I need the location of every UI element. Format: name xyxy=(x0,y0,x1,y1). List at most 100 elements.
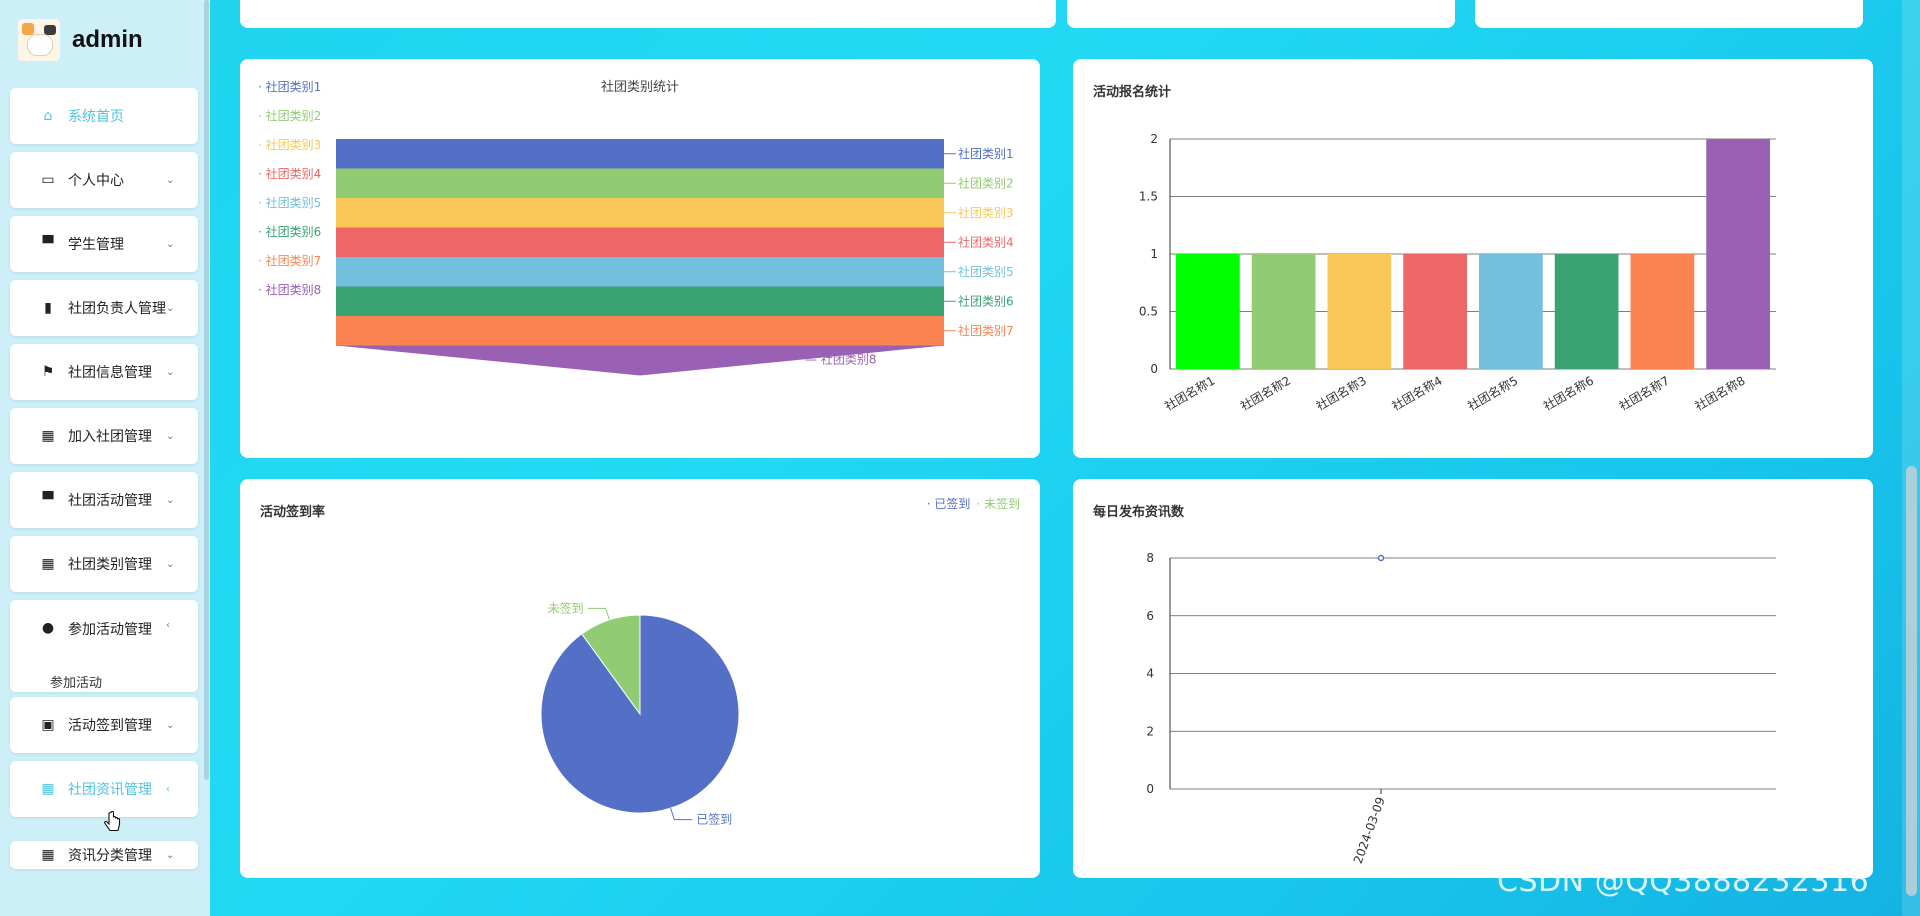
sidebar-item-3[interactable]: ▀ 学生管理 ⌄ xyxy=(10,216,198,272)
sidebar-item-8[interactable]: ▦ 社团类别管理 ⌄ xyxy=(10,536,198,592)
user-icon: ● xyxy=(41,620,55,636)
brand: admin xyxy=(18,18,143,62)
bar[interactable] xyxy=(1176,254,1240,369)
sidebar-item-label: 社团类别管理 xyxy=(68,557,152,573)
y-tick-label: 0.5 xyxy=(1139,305,1158,319)
legend-item[interactable]: · 已签到 xyxy=(926,497,971,511)
y-tick-label: 2 xyxy=(1150,132,1158,146)
avatar[interactable] xyxy=(18,19,60,61)
sidebar-item-label: 活动签到管理 xyxy=(68,718,152,734)
sidebar-item-4[interactable]: ▮ 社团负责人管理 ⌄ xyxy=(10,280,198,336)
funnel-label: 社团类别3 xyxy=(958,205,1014,220)
funnel-label: — 社团类别8 xyxy=(805,352,876,367)
sidebar-item-9[interactable]: ● 参加活动管理 ‹ xyxy=(10,600,198,692)
funnel-band[interactable] xyxy=(336,257,944,287)
y-tick-label: 4 xyxy=(1146,667,1154,681)
legend-item[interactable]: · 社团类别5 xyxy=(258,196,322,210)
funnel-band[interactable] xyxy=(336,227,944,258)
chart-title: 社团类别统计 xyxy=(601,79,679,95)
x-tick-label: 社团名称8 xyxy=(1692,373,1748,414)
grid-icon: ▦ xyxy=(41,556,55,572)
bar[interactable] xyxy=(1327,254,1392,369)
bar[interactable] xyxy=(1403,254,1467,369)
sidebar-item-6[interactable]: ▦ 加入社团管理 ⌄ xyxy=(10,408,198,464)
pie-legend: · 已签到 · 未签到 xyxy=(921,495,1020,512)
pie-chart: 已签到 未签到 xyxy=(540,600,740,827)
sidebar-item-1[interactable]: ⌂ 系统首页 xyxy=(10,88,198,144)
flag-icon: ⚑ xyxy=(41,364,55,380)
sidebar-item-10[interactable]: ▣ 活动签到管理 ⌄ xyxy=(10,697,198,753)
monitor-icon: ▀ xyxy=(42,236,54,252)
pie-label-line xyxy=(587,607,610,620)
page-scrollbar[interactable] xyxy=(1902,0,1920,916)
y-tick-label: 0 xyxy=(1150,362,1158,376)
chevron-left-icon: ‹ xyxy=(166,620,170,631)
x-tick-label: 社团名称7 xyxy=(1616,373,1672,414)
top-panel-1 xyxy=(240,0,1056,28)
bar[interactable] xyxy=(1479,254,1543,369)
hand-cursor-icon xyxy=(104,811,121,832)
sidebar-item-7[interactable]: ▀ 社团活动管理 ⌄ xyxy=(10,472,198,528)
chevron-down-icon: ⌄ xyxy=(166,720,175,731)
funnel-band[interactable] xyxy=(336,198,944,228)
line-chart: 0 2 4 6 8 2024-03-09 xyxy=(1146,551,1776,866)
legend-item[interactable]: · 社团类别1 xyxy=(258,80,322,94)
y-tick-label: 6 xyxy=(1146,609,1154,623)
funnel-band[interactable] xyxy=(336,139,944,169)
funnel-label: 社团类别4 xyxy=(958,234,1014,249)
sidebar-item-label: 社团活动管理 xyxy=(68,493,152,509)
watermark: CSDN @QQ3888232316 xyxy=(1497,864,1870,899)
legend-item[interactable]: · 社团类别4 xyxy=(258,167,322,181)
y-tick-label: 0 xyxy=(1146,782,1154,796)
chevron-down-icon: ⌄ xyxy=(166,559,175,570)
bar-panel: 活动报名统计 0 0.5 1 1.5 2 社团名称1 社团名称2 社团名称3 社团名称4 社团名称… xyxy=(1073,59,1873,458)
funnel-label: 社团类别6 xyxy=(958,293,1014,308)
y-tick-label: 1 xyxy=(1150,247,1158,261)
funnel-label: 社团类别7 xyxy=(958,323,1014,338)
sidebar-item-12[interactable]: ▦ 资讯分类管理 ⌄ xyxy=(10,841,198,869)
x-tick-label: 社团名称6 xyxy=(1540,373,1596,414)
submenu-item-join-activity[interactable]: 参加活动 xyxy=(50,676,103,691)
chevron-down-icon: ⌄ xyxy=(166,431,175,442)
bar[interactable] xyxy=(1706,139,1770,369)
x-tick-label: 2024-03-09 xyxy=(1351,795,1388,865)
chevron-down-icon: ⌄ xyxy=(166,175,175,186)
sidebar-item-label: 资讯分类管理 xyxy=(68,848,152,864)
legend-item[interactable]: · 未签到 xyxy=(976,497,1020,511)
funnel-band[interactable] xyxy=(336,316,944,346)
sidebar-item-label: 加入社团管理 xyxy=(68,429,152,445)
funnel-chart: 社团类别统计 社团类别1 社团类别2 社团类别3 社团类别4 社团类别5 社团类别6 社团类… xyxy=(336,79,1014,376)
sidebar-item-5[interactable]: ⚑ 社团信息管理 ⌄ xyxy=(10,344,198,400)
legend-item[interactable]: · 社团类别6 xyxy=(258,225,322,239)
pie-label: 未签到 xyxy=(548,600,584,615)
bar[interactable] xyxy=(1554,254,1619,369)
bar-chart-icon: ▮ xyxy=(44,300,52,316)
clipboard-icon: ▣ xyxy=(41,717,55,733)
top-panel-3 xyxy=(1475,0,1863,28)
x-tick-label: 社团名称4 xyxy=(1389,373,1445,414)
pie-label-line xyxy=(670,808,693,821)
funnel-band[interactable] xyxy=(336,345,944,376)
bar[interactable] xyxy=(1251,254,1316,369)
line-point[interactable] xyxy=(1377,554,1385,562)
pie-panel: 活动签到率 · 已签到 · 未签到 已签到 未签到 xyxy=(240,479,1040,878)
home-icon: ⌂ xyxy=(43,108,53,124)
bar[interactable] xyxy=(1630,254,1695,369)
funnel-band[interactable] xyxy=(336,168,944,199)
legend-item[interactable]: · 社团类别2 xyxy=(258,109,322,123)
chevron-down-icon: ⌄ xyxy=(166,850,175,861)
sidebar-item-2[interactable]: ▭ 个人中心 ⌄ xyxy=(10,152,198,208)
x-tick-label: 社团名称2 xyxy=(1237,373,1293,414)
sidebar-item-label: 个人中心 xyxy=(68,173,124,189)
sidebar-item-label: 社团负责人管理 xyxy=(68,301,166,317)
funnel-band[interactable] xyxy=(336,286,944,317)
page-scrollbar-thumb[interactable] xyxy=(1906,466,1917,896)
sidebar-item-11[interactable]: ▦ 社团资讯管理 ‹ xyxy=(10,761,198,817)
funnel-legend: · 社团类别1 · 社团类别2 · 社团类别3 · 社团类别4 · 社团类别5 · 社团类… xyxy=(258,73,321,305)
funnel-label: 社团类别5 xyxy=(958,264,1014,279)
legend-item[interactable]: · 社团类别7 xyxy=(258,254,322,268)
legend-item[interactable]: · 社团类别8 xyxy=(258,283,322,297)
legend-item[interactable]: · 社团类别3 xyxy=(258,138,322,152)
sidebar-scrollbar[interactable] xyxy=(204,0,209,780)
chart-title: 每日发布资讯数 xyxy=(1093,505,1185,520)
